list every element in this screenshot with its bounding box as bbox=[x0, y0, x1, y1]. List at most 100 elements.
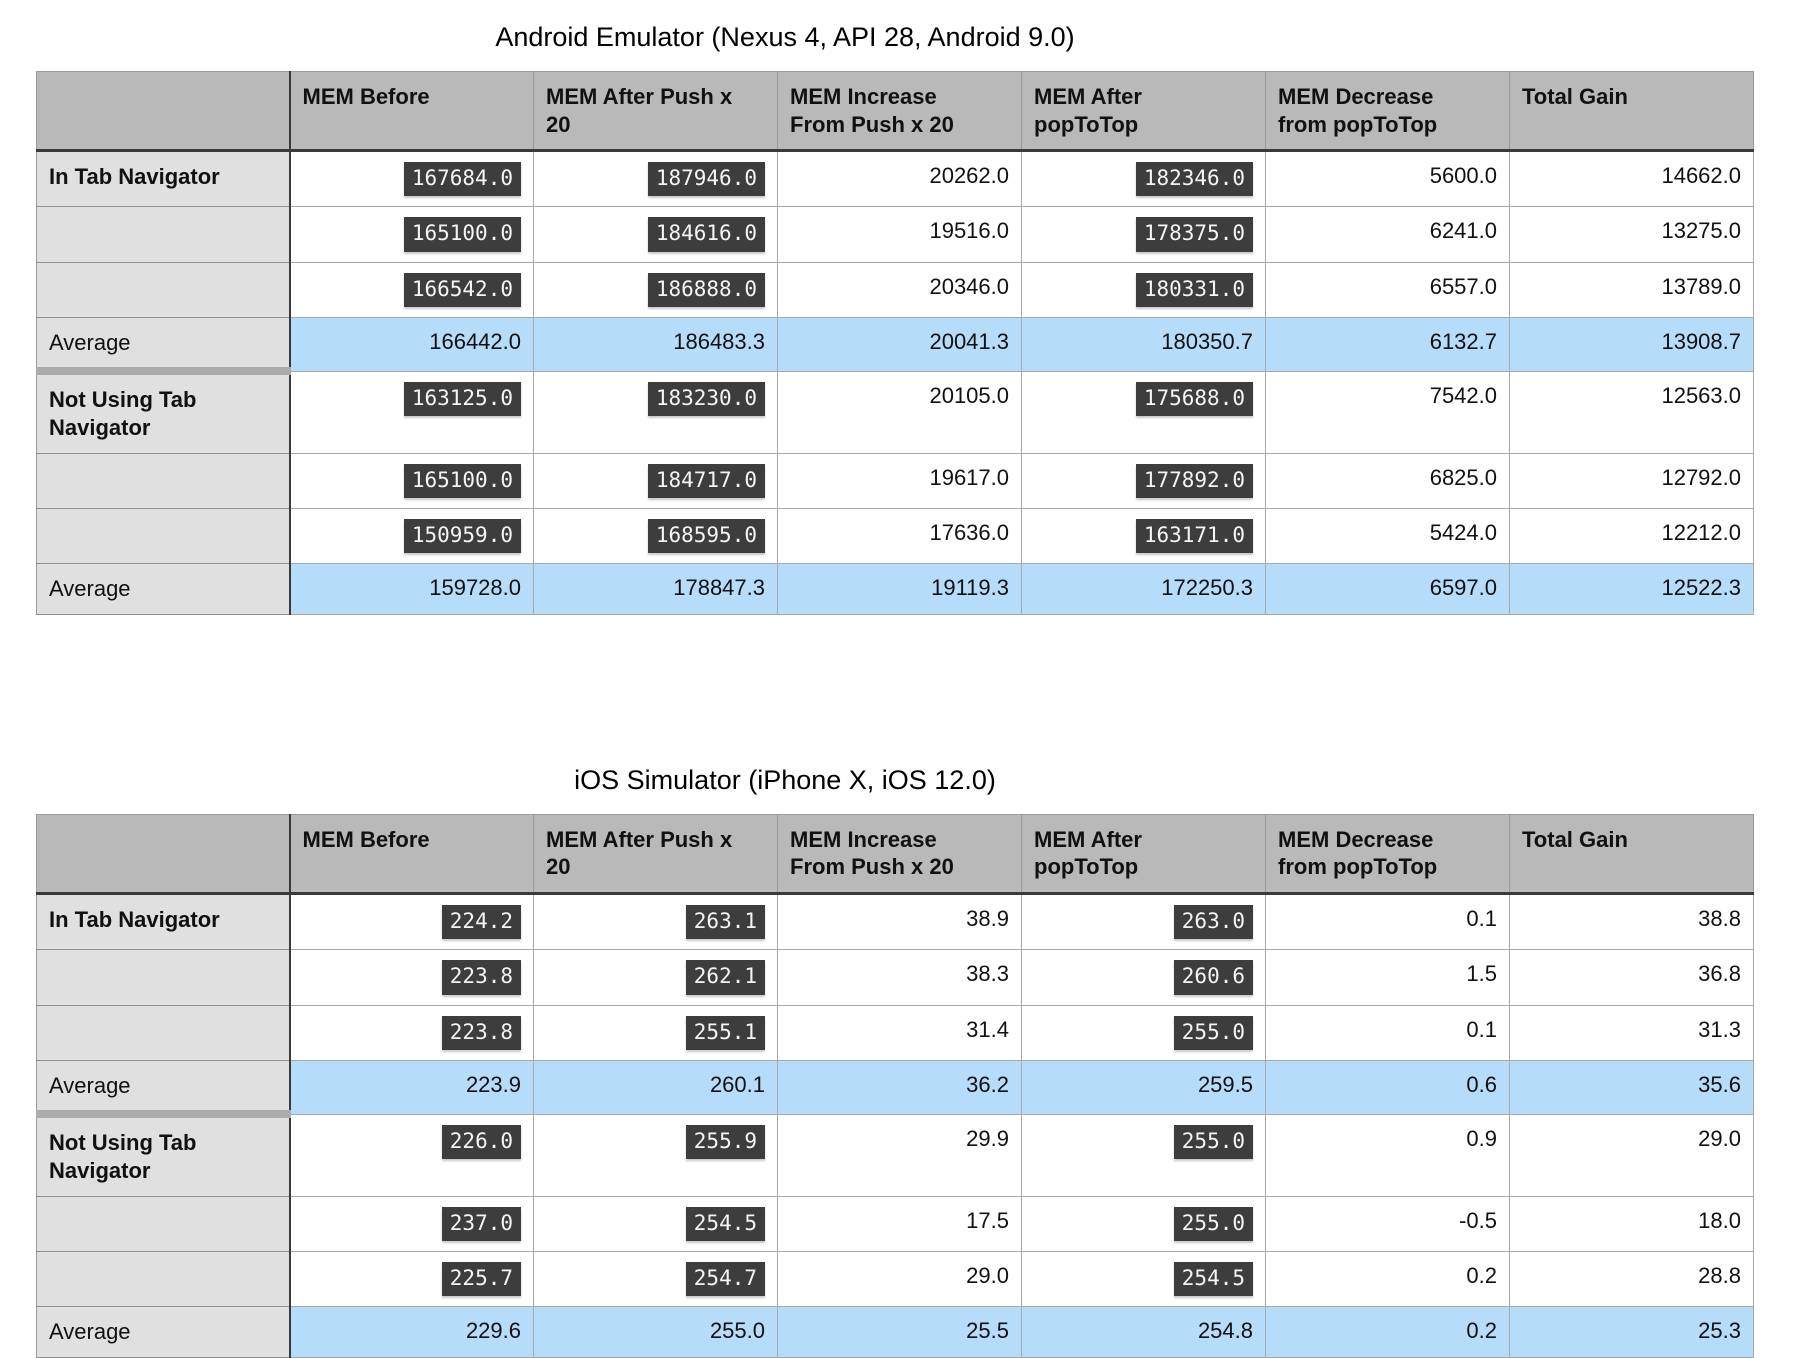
table-row: 165100.0 184717.0 19617.0 177892.0 6825.… bbox=[36, 452, 1754, 510]
table-row: In Tab Navigator 167684.0 187946.0 20262… bbox=[36, 149, 1754, 208]
row-label bbox=[36, 206, 291, 263]
mem-after-push-cell: 187946.0 bbox=[533, 149, 778, 208]
mem-before-cell: 166442.0 bbox=[289, 316, 534, 372]
total-gain-cell: 13908.7 bbox=[1509, 316, 1754, 372]
mem-decrease-cell: 0.2 bbox=[1265, 1306, 1510, 1358]
table-row: In Tab Navigator 224.2 263.1 38.9 263.0 … bbox=[36, 892, 1754, 951]
table-row: Not Using Tab Navigator 226.0 255.9 29.9… bbox=[36, 1110, 1754, 1197]
mem-after-push-cell: 178847.3 bbox=[533, 563, 778, 615]
mem-after-push-cell: 184717.0 bbox=[533, 452, 778, 510]
mem-after-pop-cell: 259.5 bbox=[1021, 1059, 1266, 1115]
mem-before-cell: 159728.0 bbox=[289, 563, 534, 615]
mem-decrease-cell: 6241.0 bbox=[1265, 206, 1510, 263]
memory-badge: 167684.0 bbox=[403, 162, 521, 197]
mem-increase-cell: 19516.0 bbox=[777, 206, 1022, 263]
corner-cell bbox=[36, 71, 291, 152]
row-label bbox=[36, 949, 291, 1006]
memory-badge: 168595.0 bbox=[647, 519, 765, 554]
memory-badge: 184717.0 bbox=[647, 463, 765, 499]
memory-badge: 263.1 bbox=[685, 904, 765, 940]
mem-before-cell: 166542.0 bbox=[289, 261, 534, 318]
mem-after-push-cell: 186888.0 bbox=[533, 261, 778, 318]
memory-badge: 224.2 bbox=[441, 904, 521, 940]
mem-decrease-cell: 0.2 bbox=[1265, 1251, 1510, 1308]
row-label: Average bbox=[36, 1059, 291, 1115]
row-label bbox=[36, 1195, 291, 1253]
table-row: 237.0 254.5 17.5 255.0 -0.5 18.0 bbox=[36, 1195, 1754, 1253]
mem-increase-cell: 25.5 bbox=[777, 1306, 1022, 1358]
mem-decrease-cell: 7542.0 bbox=[1265, 370, 1510, 454]
memory-badge: 175688.0 bbox=[1135, 381, 1253, 417]
memory-badge: 178375.0 bbox=[1135, 217, 1253, 252]
mem-after-pop-cell: 175688.0 bbox=[1021, 370, 1266, 454]
memory-badge: 223.8 bbox=[441, 1015, 521, 1050]
table-row: 225.7 254.7 29.0 254.5 0.2 28.8 bbox=[36, 1251, 1754, 1308]
column-header-mem-after-pop: MEM After popToTop bbox=[1021, 71, 1266, 152]
mem-before-cell: 167684.0 bbox=[289, 149, 534, 208]
mem-after-push-cell: 260.1 bbox=[533, 1059, 778, 1115]
memory-badge: 165100.0 bbox=[403, 463, 521, 499]
mem-decrease-cell: 6825.0 bbox=[1265, 452, 1510, 510]
row-label: In Tab Navigator bbox=[36, 892, 291, 951]
mem-increase-cell: 20105.0 bbox=[777, 370, 1022, 454]
memory-badge: 184616.0 bbox=[647, 217, 765, 252]
column-header-mem-increase: MEM Increase From Push x 20 bbox=[777, 71, 1022, 152]
average-row: Average 159728.0 178847.3 19119.3 172250… bbox=[36, 563, 1754, 615]
mem-decrease-cell: 0.1 bbox=[1265, 892, 1510, 951]
mem-after-pop-cell: 255.0 bbox=[1021, 1004, 1266, 1061]
mem-after-pop-cell: 255.0 bbox=[1021, 1195, 1266, 1253]
row-label bbox=[36, 261, 291, 318]
total-gain-cell: 28.8 bbox=[1509, 1251, 1754, 1308]
column-header-mem-decrease: MEM Decrease from popToTop bbox=[1265, 71, 1510, 152]
average-row: Average 229.6 255.0 25.5 254.8 0.2 25.3 bbox=[36, 1306, 1754, 1358]
column-header-mem-before: MEM Before bbox=[289, 813, 534, 895]
memory-badge: 150959.0 bbox=[403, 519, 521, 554]
total-gain-cell: 25.3 bbox=[1509, 1306, 1754, 1358]
ios-memory-table: MEM Before MEM After Push x 20 MEM Incre… bbox=[36, 813, 1754, 1358]
mem-decrease-cell: 0.1 bbox=[1265, 1004, 1510, 1061]
mem-decrease-cell: 6557.0 bbox=[1265, 261, 1510, 318]
row-label bbox=[36, 1004, 291, 1061]
row-label: Not Using Tab Navigator bbox=[36, 1110, 291, 1197]
mem-after-pop-cell: 263.0 bbox=[1021, 892, 1266, 951]
mem-after-push-cell: 255.9 bbox=[533, 1113, 778, 1197]
memory-badge: 254.5 bbox=[685, 1206, 765, 1242]
memory-badge: 183230.0 bbox=[647, 381, 765, 417]
mem-increase-cell: 38.9 bbox=[777, 892, 1022, 951]
table-row: 150959.0 168595.0 17636.0 163171.0 5424.… bbox=[36, 508, 1754, 565]
memory-badge: 163125.0 bbox=[403, 381, 521, 417]
ios-section: iOS Simulator (iPhone X, iOS 12.0) MEM B… bbox=[0, 765, 1794, 1358]
mem-after-pop-cell: 180331.0 bbox=[1021, 261, 1266, 318]
corner-cell bbox=[36, 813, 291, 895]
mem-after-push-cell: 263.1 bbox=[533, 892, 778, 951]
row-label: Average bbox=[36, 563, 291, 615]
column-header-mem-after-push: MEM After Push x 20 bbox=[533, 71, 778, 152]
total-gain-cell: 12212.0 bbox=[1509, 508, 1754, 565]
mem-after-pop-cell: 177892.0 bbox=[1021, 452, 1266, 510]
mem-after-push-cell: 186483.3 bbox=[533, 316, 778, 372]
mem-before-cell: 224.2 bbox=[289, 892, 534, 951]
header-row: MEM Before MEM After Push x 20 MEM Incre… bbox=[36, 813, 1754, 895]
mem-after-push-cell: 168595.0 bbox=[533, 508, 778, 565]
memory-badge: 255.9 bbox=[685, 1124, 765, 1160]
mem-before-cell: 165100.0 bbox=[289, 206, 534, 263]
mem-increase-cell: 20041.3 bbox=[777, 316, 1022, 372]
header-row: MEM Before MEM After Push x 20 MEM Incre… bbox=[36, 71, 1754, 152]
total-gain-cell: 13789.0 bbox=[1509, 261, 1754, 318]
mem-after-push-cell: 184616.0 bbox=[533, 206, 778, 263]
total-gain-cell: 29.0 bbox=[1509, 1113, 1754, 1197]
mem-after-pop-cell: 172250.3 bbox=[1021, 563, 1266, 615]
mem-decrease-cell: 5600.0 bbox=[1265, 149, 1510, 208]
mem-increase-cell: 29.0 bbox=[777, 1251, 1022, 1308]
mem-after-push-cell: 254.5 bbox=[533, 1195, 778, 1253]
column-header-mem-after-pop: MEM After popToTop bbox=[1021, 813, 1266, 895]
mem-decrease-cell: 0.9 bbox=[1265, 1113, 1510, 1197]
memory-badge: 182346.0 bbox=[1135, 162, 1253, 197]
row-label bbox=[36, 452, 291, 510]
column-header-mem-before: MEM Before bbox=[289, 71, 534, 152]
total-gain-cell: 36.8 bbox=[1509, 949, 1754, 1006]
row-label: Not Using Tab Navigator bbox=[36, 367, 291, 454]
average-row: Average 223.9 260.1 36.2 259.5 0.6 35.6 bbox=[36, 1059, 1754, 1115]
table-row: Not Using Tab Navigator 163125.0 183230.… bbox=[36, 367, 1754, 454]
